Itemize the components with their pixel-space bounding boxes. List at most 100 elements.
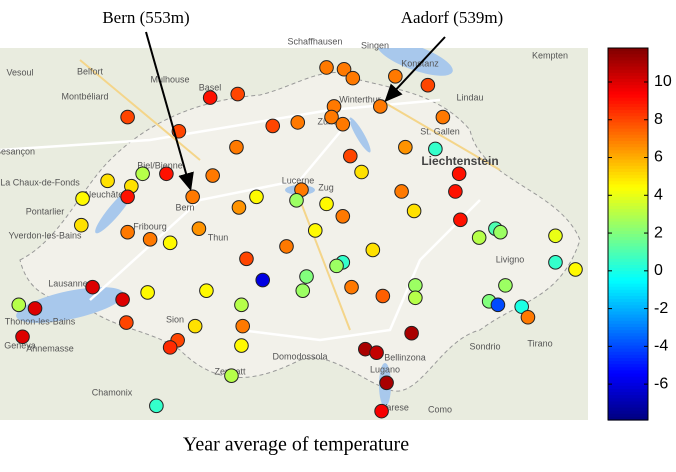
colorbar-step — [608, 147, 648, 151]
colorbar-step — [608, 110, 648, 114]
station-point — [279, 239, 294, 254]
place-label: Bellinzona — [384, 352, 426, 362]
station-point — [520, 309, 536, 325]
colorbar-step — [608, 156, 648, 161]
station-point — [265, 118, 281, 134]
station-point — [319, 196, 334, 212]
place-label: Kempten — [532, 50, 568, 60]
colorbar-step — [608, 51, 648, 55]
station-point — [229, 139, 244, 155]
colorbar-step — [608, 376, 648, 381]
station-point — [354, 164, 369, 180]
place-label: La Chaux-de-Fonds — [0, 177, 80, 187]
place-label: Chamonix — [92, 387, 133, 397]
colorbar-step — [608, 60, 648, 65]
station-point — [289, 193, 304, 208]
colorbar-step — [608, 128, 648, 133]
station-point — [324, 109, 339, 125]
station-point — [199, 283, 214, 298]
colorbar-step — [608, 385, 648, 390]
place-label: Singen — [361, 40, 389, 50]
station-point — [140, 285, 155, 300]
colorbar-step — [608, 277, 648, 282]
station-point — [255, 272, 271, 288]
station-point — [231, 200, 247, 215]
colorbar-step — [608, 302, 648, 306]
colorbar-step — [608, 66, 648, 71]
colorbar-tick-label: 10 — [654, 73, 672, 90]
annotation: Aadorf (539m) — [401, 8, 503, 27]
colorbar-step — [608, 336, 648, 340]
place-label: Neuchâtel — [85, 189, 126, 199]
colorbar-step — [608, 299, 648, 303]
station-point — [408, 290, 423, 306]
colorbar-step — [608, 311, 648, 316]
station-point — [408, 278, 423, 293]
station-point — [224, 368, 239, 384]
place-label: Como — [428, 404, 452, 414]
station-point — [11, 297, 27, 313]
station-point — [428, 141, 443, 157]
colorbar-step — [608, 320, 648, 325]
colorbar-step — [608, 134, 648, 139]
colorbar-step — [608, 175, 648, 179]
colorbar-tick-label: -4 — [654, 338, 668, 355]
colorbar-step — [608, 227, 648, 232]
place-label: Sondrio — [469, 341, 500, 351]
colorbar-step — [608, 348, 648, 353]
station-point — [375, 288, 391, 304]
place-label: Besançon — [0, 146, 35, 156]
station-point — [185, 189, 200, 205]
colorbar-step — [608, 103, 648, 108]
colorbar-step — [608, 63, 648, 68]
station-point — [230, 86, 246, 102]
colorbar-step — [608, 327, 648, 331]
station-point — [365, 242, 381, 258]
station-point — [388, 69, 403, 84]
station-point — [299, 269, 314, 284]
station-point — [369, 345, 384, 360]
station-point — [142, 232, 158, 247]
colorbar-step — [608, 119, 648, 123]
colorbar-step — [608, 342, 648, 347]
colorbar-step — [608, 69, 648, 74]
colorbar-step — [608, 131, 648, 136]
station-point — [493, 224, 508, 240]
colorbar-step — [608, 193, 648, 198]
colorbar-step — [608, 196, 648, 201]
station-point — [404, 325, 419, 341]
colorbar-tick-label: -2 — [654, 300, 668, 317]
colorbar-step — [608, 181, 648, 185]
colorbar-step — [608, 401, 648, 406]
colorbar-step — [608, 203, 648, 207]
station-point — [191, 221, 207, 236]
colorbar-step — [608, 351, 648, 356]
station-point — [307, 223, 323, 238]
station-point — [453, 212, 468, 228]
colorbar-step — [608, 314, 648, 319]
colorbar-step — [608, 190, 648, 195]
place-label: Bern — [175, 202, 194, 212]
station-point — [74, 217, 89, 233]
colorbar-step — [608, 172, 648, 176]
annotation: Bern (553m) — [102, 8, 189, 27]
colorbar-step — [608, 184, 648, 189]
place-label: Annemasse — [26, 343, 74, 353]
colorbar-step — [608, 308, 648, 313]
colorbar-step — [608, 199, 648, 204]
station-point — [159, 166, 174, 182]
colorbar-tick-label: -6 — [654, 375, 668, 392]
colorbar-step — [608, 106, 648, 111]
colorbar-step — [608, 249, 648, 254]
place-label: Sion — [166, 314, 184, 324]
colorbar-step — [608, 243, 648, 247]
colorbar-step — [608, 379, 648, 384]
colorbar-step — [608, 224, 648, 229]
colorbar-step — [608, 100, 648, 105]
colorbar-step — [608, 125, 648, 130]
colorbar-step — [608, 255, 648, 260]
colorbar-step — [608, 364, 648, 368]
colorbar-step — [608, 206, 648, 210]
place-label: Fribourg — [133, 221, 167, 231]
